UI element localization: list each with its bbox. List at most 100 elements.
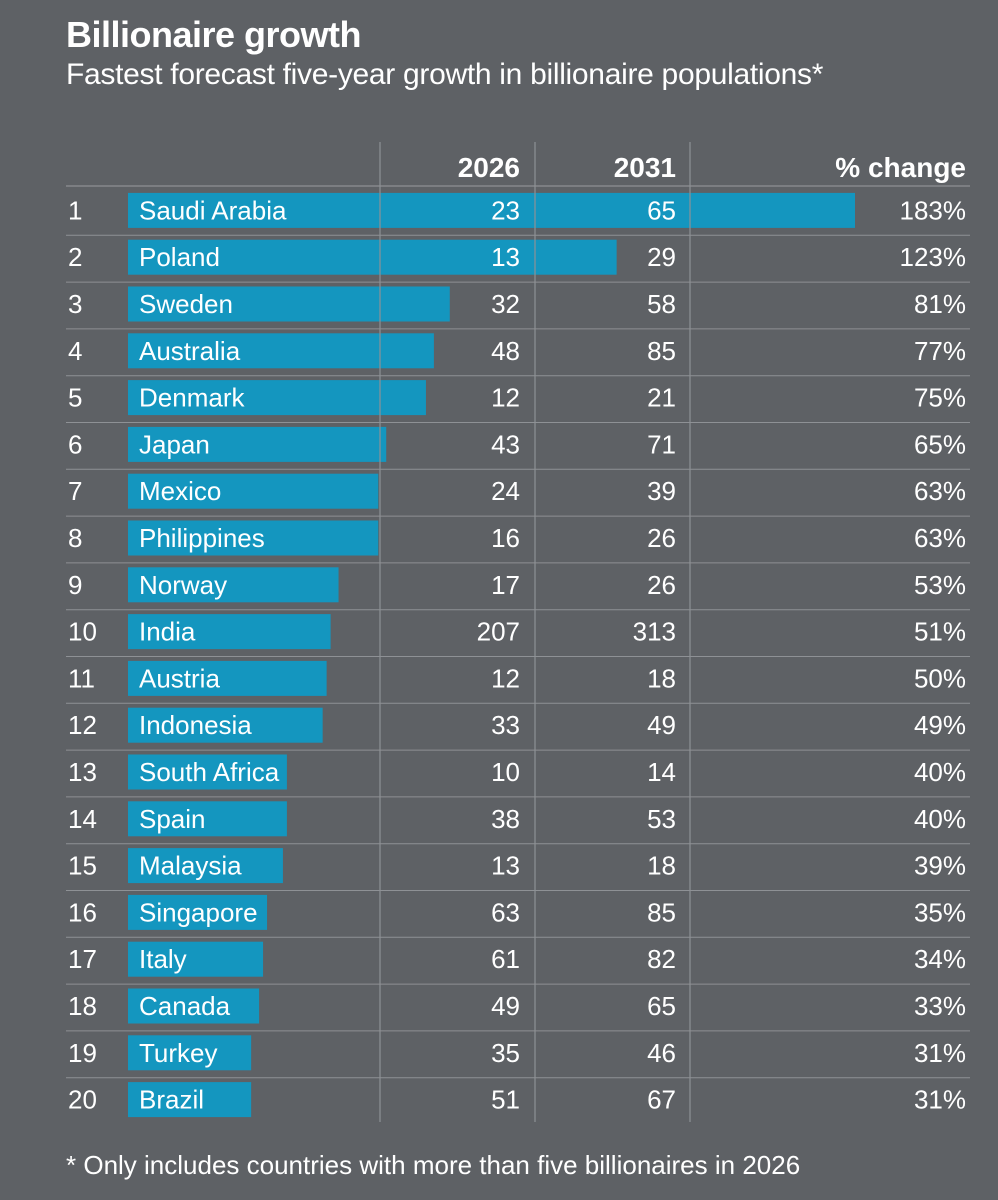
rank-label: 16 [68, 897, 97, 927]
value-change: 39% [914, 851, 966, 881]
bar-change-18 [128, 988, 260, 1024]
value-2026: 51 [491, 1085, 520, 1115]
value-2031: 82 [647, 944, 676, 974]
value-2026: 12 [491, 383, 520, 413]
value-2026: 32 [491, 289, 520, 319]
rank-label: 12 [68, 710, 97, 740]
value-change: 81% [914, 289, 966, 319]
bar-change-8 [128, 520, 379, 556]
footnote: * Only includes countries with more than… [66, 1150, 801, 1180]
rank-label: 19 [68, 1038, 97, 1068]
rank-label: 9 [68, 570, 82, 600]
value-2031: 49 [647, 710, 676, 740]
bar-change-1 [128, 192, 855, 228]
value-2031: 21 [647, 383, 676, 413]
bar-change-3 [128, 286, 450, 322]
value-change: 35% [914, 897, 966, 927]
bar-change-15 [128, 848, 283, 884]
value-change: 123% [900, 242, 967, 272]
value-2026: 23 [491, 195, 520, 225]
value-change: 40% [914, 757, 966, 787]
bar-change-20 [128, 1082, 252, 1118]
country-label: Mexico [139, 476, 221, 506]
country-label: Austria [139, 663, 220, 693]
rank-label: 5 [68, 383, 82, 413]
value-2026: 35 [491, 1038, 520, 1068]
rank-label: 11 [68, 663, 95, 693]
value-2031: 26 [647, 523, 676, 553]
bar-change-17 [128, 941, 264, 977]
value-2031: 53 [647, 804, 676, 834]
column-header-2026: 2026 [458, 152, 520, 183]
bar-change-12 [128, 707, 323, 743]
value-2026: 13 [491, 851, 520, 881]
bar-change-13 [128, 754, 287, 790]
value-change: 51% [914, 617, 966, 647]
country-label: Sweden [139, 289, 233, 319]
country-label: Philippines [139, 523, 265, 553]
value-2026: 63 [491, 897, 520, 927]
value-2026: 43 [491, 429, 520, 459]
country-label: Turkey [139, 1038, 218, 1068]
rank-label: 13 [68, 757, 97, 787]
value-2026: 24 [491, 476, 520, 506]
country-label: Japan [139, 429, 210, 459]
value-2031: 58 [647, 289, 676, 319]
country-label: Singapore [139, 897, 258, 927]
bar-change-6 [128, 426, 387, 462]
value-2031: 29 [647, 242, 676, 272]
value-change: 77% [914, 336, 966, 366]
rank-label: 18 [68, 991, 97, 1021]
value-change: 40% [914, 804, 966, 834]
chart-subtitle: Fastest forecast five-year growth in bil… [66, 58, 824, 91]
rank-label: 3 [68, 289, 82, 319]
country-label: Canada [139, 991, 231, 1021]
value-change: 63% [914, 523, 966, 553]
country-label: Norway [139, 570, 227, 600]
column-header-change: % change [835, 152, 966, 183]
value-2026: 17 [491, 570, 520, 600]
value-change: 65% [914, 429, 966, 459]
value-change: 31% [914, 1085, 966, 1115]
rank-label: 17 [68, 944, 97, 974]
rank-label: 7 [68, 476, 82, 506]
value-2031: 65 [647, 991, 676, 1021]
rank-label: 4 [68, 336, 82, 366]
value-2031: 26 [647, 570, 676, 600]
rank-label: 8 [68, 523, 82, 553]
country-label: Malaysia [139, 851, 242, 881]
value-2031: 39 [647, 476, 676, 506]
value-change: 183% [900, 195, 967, 225]
bar-change-4 [128, 333, 434, 369]
column-header-2031: 2031 [614, 152, 676, 183]
country-label: Brazil [139, 1085, 204, 1115]
bar-change-9 [128, 567, 339, 603]
value-2026: 49 [491, 991, 520, 1021]
country-label: Indonesia [139, 710, 252, 740]
value-2026: 38 [491, 804, 520, 834]
value-change: 31% [914, 1038, 966, 1068]
bar-change-19 [128, 1035, 252, 1071]
rank-label: 20 [68, 1085, 97, 1115]
country-label: Poland [139, 242, 220, 272]
bar-change-7 [128, 473, 379, 509]
value-2026: 61 [491, 944, 520, 974]
value-change: 50% [914, 663, 966, 693]
rank-label: 14 [68, 804, 97, 834]
value-change: 34% [914, 944, 966, 974]
value-2026: 12 [491, 663, 520, 693]
value-change: 33% [914, 991, 966, 1021]
country-label: Spain [139, 804, 206, 834]
country-label: South Africa [139, 757, 280, 787]
value-2026: 207 [477, 617, 520, 647]
value-2031: 71 [647, 429, 676, 459]
value-2026: 48 [491, 336, 520, 366]
country-label: Saudi Arabia [139, 195, 287, 225]
value-change: 53% [914, 570, 966, 600]
country-label: Australia [139, 336, 241, 366]
bar-change-11 [128, 660, 327, 696]
value-2031: 67 [647, 1085, 676, 1115]
bar-change-5 [128, 380, 426, 416]
rank-label: 2 [68, 242, 82, 272]
country-label: Italy [139, 944, 187, 974]
